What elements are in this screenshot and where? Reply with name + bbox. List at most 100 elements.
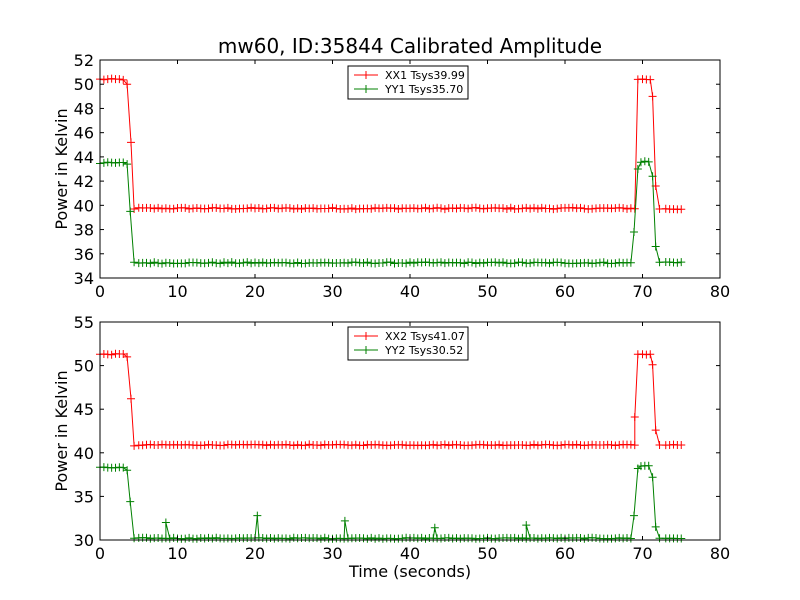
data-point (629, 227, 638, 236)
data-point (499, 258, 507, 267)
data-point (324, 204, 333, 213)
data-point (568, 203, 577, 212)
data-point (456, 258, 465, 267)
data-point (518, 204, 527, 213)
legend-marker (362, 71, 370, 79)
data-point (123, 160, 132, 169)
data-point (204, 204, 213, 213)
data-point (437, 204, 445, 213)
legend-marker (362, 346, 370, 354)
data-point (479, 259, 488, 268)
data-point (386, 441, 395, 450)
data-point (644, 461, 653, 470)
data-point (530, 203, 538, 212)
data-point (126, 497, 135, 506)
data-point (599, 258, 608, 267)
data-point (332, 204, 341, 213)
data-point (572, 440, 581, 449)
data-point (541, 258, 550, 267)
data-point (344, 204, 352, 213)
data-point (390, 204, 399, 213)
data-point (220, 441, 228, 450)
data-point (313, 534, 321, 543)
series-markers-0 (96, 349, 686, 450)
data-point (251, 258, 259, 267)
x-tick-label: 20 (245, 282, 265, 301)
legend-label: YY2 Tsys30.52 (384, 344, 463, 357)
data-point (522, 521, 531, 530)
x-tick-label: 0 (95, 282, 105, 301)
data-point (270, 203, 279, 212)
y-tick-label: 34 (74, 269, 94, 288)
data-point (126, 207, 135, 216)
series-markers-1 (96, 157, 686, 268)
data-point (580, 534, 589, 543)
x-tick-label: 60 (555, 544, 575, 563)
data-point (651, 522, 660, 531)
data-point (437, 258, 445, 267)
data-point (626, 440, 635, 449)
data-point (347, 441, 356, 450)
data-point (258, 258, 267, 267)
data-point (623, 204, 631, 213)
data-point (611, 441, 620, 450)
x-tick-label: 70 (632, 282, 652, 301)
data-point (359, 259, 368, 268)
data-point (518, 258, 527, 267)
data-point (127, 394, 135, 403)
data-point (530, 533, 538, 542)
data-point (297, 204, 306, 213)
data-point (417, 204, 426, 213)
data-point (150, 258, 159, 267)
x-tick-label: 50 (477, 282, 497, 301)
data-point (557, 533, 566, 542)
y-tick-label: 42 (74, 172, 94, 191)
top-panel: 0 10 20 30 40 50 60 70 80 34 36 38 40 42 44 46 48 50 52 Pow… (52, 51, 730, 301)
data-point (444, 441, 453, 450)
x-tick-label: 40 (400, 282, 420, 301)
data-point (204, 258, 213, 267)
data-point (526, 204, 535, 213)
data-point (545, 204, 554, 213)
data-point (502, 204, 511, 213)
data-point (425, 441, 434, 450)
data-point (640, 157, 649, 166)
data-point (200, 534, 209, 543)
data-point (437, 534, 445, 543)
data-point (305, 440, 314, 449)
data-point (576, 203, 585, 212)
data-point (630, 441, 639, 450)
data-point (545, 259, 554, 268)
data-point (479, 204, 488, 213)
legend-marker (362, 332, 370, 340)
data-point (475, 258, 484, 267)
data-point (316, 534, 325, 543)
x-tick-label: 70 (632, 544, 652, 563)
data-point (646, 75, 655, 84)
y-tick-label: 48 (74, 99, 94, 118)
data-point (479, 534, 488, 543)
data-point (557, 258, 566, 267)
data-point (185, 204, 194, 213)
data-point (262, 204, 271, 213)
data-point (181, 203, 190, 212)
chart-title: mw60, ID:35844 Calibrated Amplitude (218, 34, 602, 58)
data-point (630, 413, 639, 422)
data-point (522, 203, 531, 212)
data-point (522, 534, 531, 543)
data-point (518, 533, 527, 542)
data-point (673, 258, 682, 267)
data-point (289, 204, 298, 213)
data-point (154, 440, 163, 449)
data-point (537, 203, 546, 212)
data-point (386, 258, 395, 267)
data-point (223, 203, 232, 212)
data-point (107, 350, 116, 359)
data-point (648, 473, 657, 482)
data-point (626, 534, 635, 543)
data-point (146, 440, 155, 449)
data-point (677, 258, 686, 267)
data-point (192, 204, 201, 213)
data-point (258, 440, 267, 449)
x-axis-label: Time (seconds) (348, 562, 471, 581)
